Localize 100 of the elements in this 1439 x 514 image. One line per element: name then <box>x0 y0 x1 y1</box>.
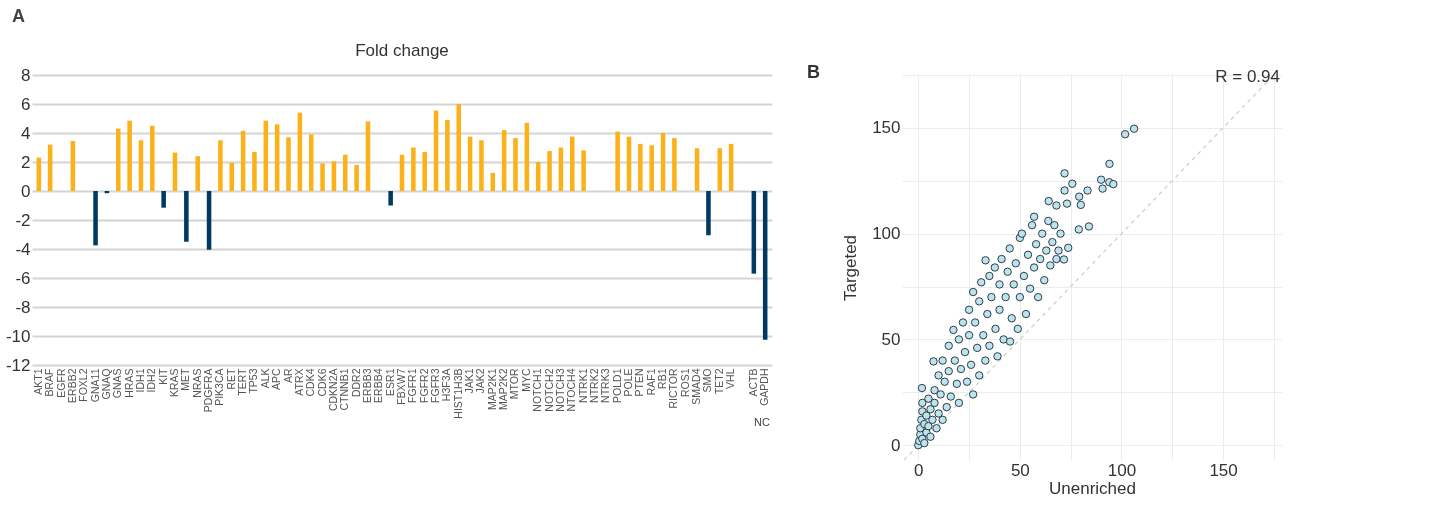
bar <box>706 191 711 236</box>
text: NC <box>754 416 770 428</box>
y-tick-label: 150 <box>872 118 901 138</box>
x-tick-label: 100 <box>1107 460 1137 480</box>
x-tick-label: ERBB2 <box>65 368 78 403</box>
bar <box>569 136 575 191</box>
x-tick-label: TET2 <box>712 368 725 395</box>
x-tick-label: SMAD4 <box>690 368 703 405</box>
x-tick-label: NTRK3 <box>599 368 612 403</box>
x-tick-label: IDH1 <box>133 368 146 393</box>
x-tick-label: PDGFRA <box>202 368 215 413</box>
bar <box>286 137 291 191</box>
y-tick-label: -8 <box>15 297 31 317</box>
y-tick-label: -12 <box>5 355 31 375</box>
x-tick-label: MTOR <box>508 368 521 400</box>
y-tick-label: 4 <box>21 123 31 143</box>
bar <box>229 162 235 191</box>
x-tick-label: NOTCH1 <box>531 368 544 412</box>
y-tick-label: 6 <box>21 94 31 114</box>
bar <box>93 191 98 246</box>
x-tick-label: EGFR <box>54 368 67 398</box>
bar <box>195 156 200 191</box>
x-tick-label: NOTCH2 <box>542 368 555 412</box>
y-tick-label: 100 <box>872 224 901 244</box>
x-tick-label: RET <box>224 367 237 390</box>
x-tick-label: POLD1 <box>610 368 623 403</box>
x-tick-label: GNAQ <box>99 368 112 400</box>
y-axis-title: Targeted <box>841 234 861 302</box>
bar <box>354 164 359 191</box>
x-tick-label: RB1 <box>656 368 669 389</box>
x-tick-label: HIST1H3B <box>451 368 464 419</box>
text: B <box>807 62 820 82</box>
x-tick-label: GNA11 <box>88 368 101 403</box>
x-tick-label: NTRK2 <box>587 368 600 403</box>
x-axis-title: Unenriched <box>1049 478 1136 498</box>
text: A <box>12 6 25 26</box>
x-tick-label: MET <box>179 367 192 391</box>
x-tick-label: FGFR1 <box>406 368 419 403</box>
bar <box>127 120 132 191</box>
annotation: R = 0.94 <box>1215 67 1280 86</box>
bar <box>252 151 257 191</box>
x-tick-label: GNAS <box>111 368 124 399</box>
y-tick-label: -4 <box>15 239 31 259</box>
y-tick-label: 2 <box>21 152 31 172</box>
x-tick-label: MYC <box>519 368 532 392</box>
x-tick-label: NTRK1 <box>576 368 589 403</box>
x-tick-label: 150 <box>1209 460 1238 480</box>
x-tick-label: MAP2K2 <box>497 368 510 410</box>
bar <box>547 151 552 191</box>
x-tick-label: DDR2 <box>349 368 362 398</box>
bar <box>411 147 416 191</box>
x-tick-label: NTOCH4 <box>565 368 578 412</box>
x-tick-label: POLE <box>621 368 634 397</box>
x-tick-label: ERBB3 <box>360 368 373 403</box>
y-tick-label: 50 <box>881 329 901 349</box>
y-tick-label: -10 <box>5 326 31 346</box>
bar <box>638 143 643 191</box>
bar <box>115 128 121 191</box>
x-tick-label: CDK4 <box>304 368 317 397</box>
bar <box>581 150 586 191</box>
x-tick-label: IDH2 <box>145 368 158 393</box>
x-tick-label: RICTOR <box>667 368 680 409</box>
bar <box>150 125 155 191</box>
y-tick-label: -2 <box>15 210 31 230</box>
x-tick-label: VHL <box>724 368 737 389</box>
bar <box>672 138 677 191</box>
x-tick-label: SMO <box>701 368 714 393</box>
bar <box>161 191 166 208</box>
x-tick-label: JAK1 <box>463 368 476 394</box>
bar <box>445 119 450 191</box>
x-tick-label: H3F3A <box>440 368 453 402</box>
bar <box>342 154 348 191</box>
x-tick-label: ERBB4 <box>372 368 385 403</box>
x-tick-label: RAF1 <box>644 368 657 396</box>
x-tick-label: TERT <box>236 367 249 396</box>
x-tick-label: ROS1 <box>678 368 691 398</box>
y-tick-label: 8 <box>21 65 31 85</box>
x-tick-label: APC <box>270 368 283 391</box>
x-tick-label: FGFR2 <box>417 368 430 403</box>
bar <box>320 163 325 191</box>
x-tick-label: PIK3CA <box>213 368 226 406</box>
bar <box>422 151 427 191</box>
x-tick-label: ESR1 <box>383 368 396 396</box>
y-tick-label: -6 <box>15 268 31 288</box>
y-tick-label: 0 <box>21 181 31 201</box>
bar <box>184 191 189 242</box>
x-tick-label: AR <box>281 368 294 384</box>
x-tick-label: ATRX <box>292 368 305 396</box>
x-tick-label: TP53 <box>247 368 260 394</box>
x-tick-label: ACTB <box>746 368 759 397</box>
x-tick-label: 50 <box>1010 460 1030 480</box>
y-tick-label: 0 <box>891 435 901 455</box>
x-tick-label: AKT1 <box>31 368 44 395</box>
chart-title: Fold change <box>355 41 449 60</box>
x-tick-label: CDKN2A <box>326 368 339 412</box>
x-tick-label: HRAS <box>122 368 135 398</box>
bar <box>218 140 223 191</box>
x-tick-label: CDK6 <box>315 368 328 397</box>
x-tick-label: FBXW7 <box>395 368 407 405</box>
bar <box>649 145 654 191</box>
